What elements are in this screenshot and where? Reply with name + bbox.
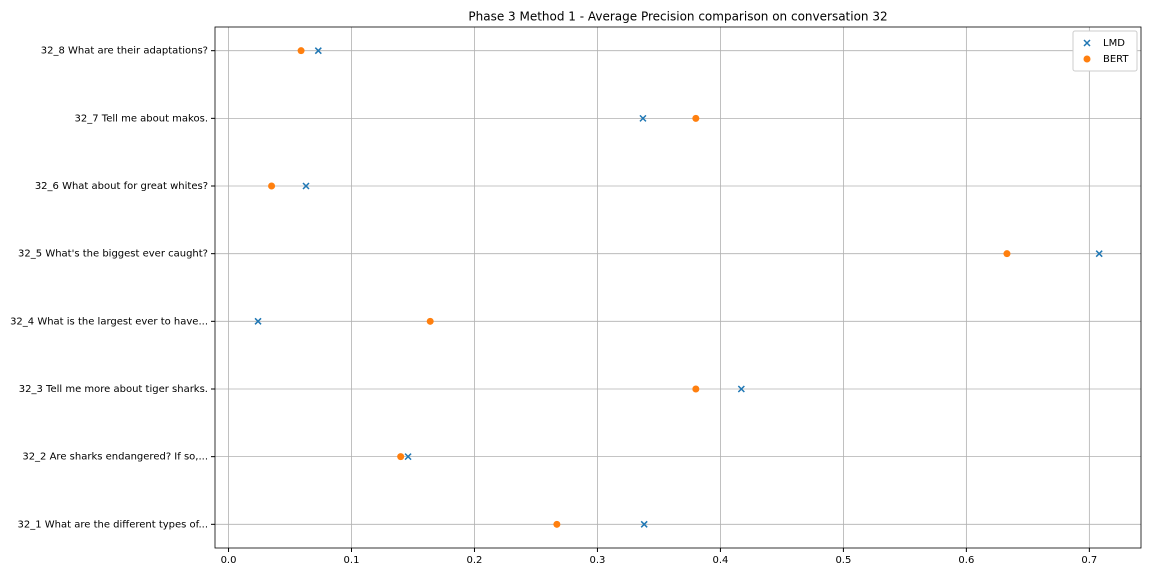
- y-tick-label: 32_8 What are their adaptations?: [41, 46, 208, 57]
- legend-label: BERT: [1103, 54, 1129, 65]
- point: [254, 317, 262, 325]
- y-tick-label: 32_7 Tell me about makos.: [75, 113, 208, 124]
- point: [397, 453, 405, 461]
- y-tick-label: 32_5 What's the biggest ever caught?: [18, 249, 208, 260]
- point: [692, 114, 700, 122]
- y-tick-label: 32_6 What about for great whites?: [35, 181, 208, 192]
- y-tick-label: 32_3 Tell me more about tiger sharks.: [19, 384, 208, 395]
- plot-frame: [214, 26, 1142, 549]
- legend-box: [1072, 30, 1138, 72]
- point: [314, 47, 322, 55]
- point: [1095, 250, 1103, 258]
- point: [639, 114, 647, 122]
- x-tick-label: 0.7: [1081, 555, 1097, 566]
- point: [297, 47, 305, 55]
- point-stroke: [254, 317, 262, 325]
- x-tick-label: 0.6: [958, 555, 974, 566]
- chart-title: Phase 3 Method 1 - Average Precision com…: [468, 10, 887, 24]
- x-tick-label: 0.3: [589, 555, 605, 566]
- legend-marker: [1083, 39, 1091, 47]
- legend-marker: [1083, 55, 1091, 63]
- x-tick-label: 0.1: [344, 555, 360, 566]
- point-stroke: [302, 182, 310, 190]
- point-stroke: [1095, 250, 1103, 258]
- point-stroke: [737, 385, 745, 393]
- point: [268, 182, 276, 190]
- point: [404, 453, 412, 461]
- legend-label: LMD: [1103, 38, 1125, 49]
- x-tick-label: 0.0: [221, 555, 237, 566]
- point: [1003, 250, 1011, 258]
- x-tick-label: 0.5: [835, 555, 851, 566]
- point: [692, 385, 700, 393]
- point: [302, 182, 310, 190]
- point-stroke: [640, 520, 648, 528]
- point-stroke: [639, 114, 647, 122]
- x-tick-label: 0.4: [712, 555, 728, 566]
- point: [426, 317, 434, 325]
- x-tick-label: 0.2: [467, 555, 483, 566]
- point: [737, 385, 745, 393]
- point-stroke: [314, 47, 322, 55]
- y-tick-label: 32_2 Are sharks endangered? If so,...: [22, 452, 208, 463]
- y-tick-label: 32_1 What are the different types of...: [18, 519, 208, 530]
- point: [640, 520, 648, 528]
- point: [553, 520, 561, 528]
- point-stroke: [404, 453, 412, 461]
- y-tick-label: 32_4 What is the largest ever to have...: [10, 316, 208, 327]
